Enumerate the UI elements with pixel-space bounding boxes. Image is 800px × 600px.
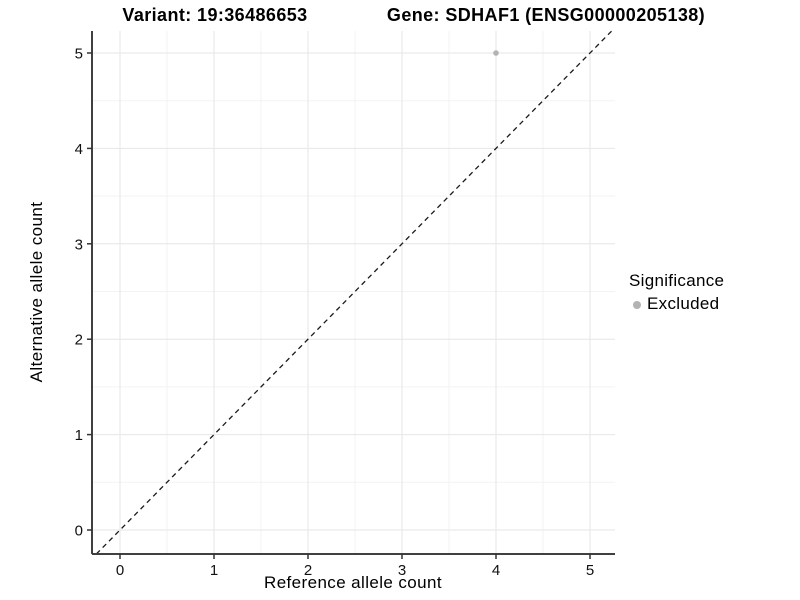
variant-title: Variant: 19:36486653	[122, 5, 308, 25]
y-tick-label: 2	[75, 332, 83, 349]
y-tick-label: 5	[75, 46, 83, 63]
legend-entry-label: Excluded	[647, 294, 720, 313]
legend-title: Significance	[629, 271, 725, 290]
x-tick-label: 4	[492, 562, 500, 579]
data-point	[493, 50, 499, 56]
y-tick-label: 1	[75, 427, 83, 444]
y-tick-label: 3	[75, 236, 83, 253]
x-axis-title: Reference allele count	[264, 573, 442, 592]
legend-entry-excluded: Excluded	[629, 294, 724, 314]
x-tick-label: 1	[210, 562, 218, 579]
x-tick-label: 2	[304, 562, 312, 579]
y-axis-title: Alternative allele count	[27, 201, 46, 383]
gene-title: Gene: SDHAF1 (ENSG00000205138)	[386, 5, 706, 25]
x-tick-label: 0	[116, 562, 124, 579]
x-tick-label: 5	[586, 562, 594, 579]
y-tick-label: 4	[75, 141, 83, 158]
legend-dot-icon	[633, 300, 641, 309]
legend: Significance Excluded	[629, 271, 724, 314]
x-tick-label: 3	[398, 562, 406, 579]
identity-line	[95, 30, 613, 555]
y-tick-label: 0	[75, 523, 83, 540]
